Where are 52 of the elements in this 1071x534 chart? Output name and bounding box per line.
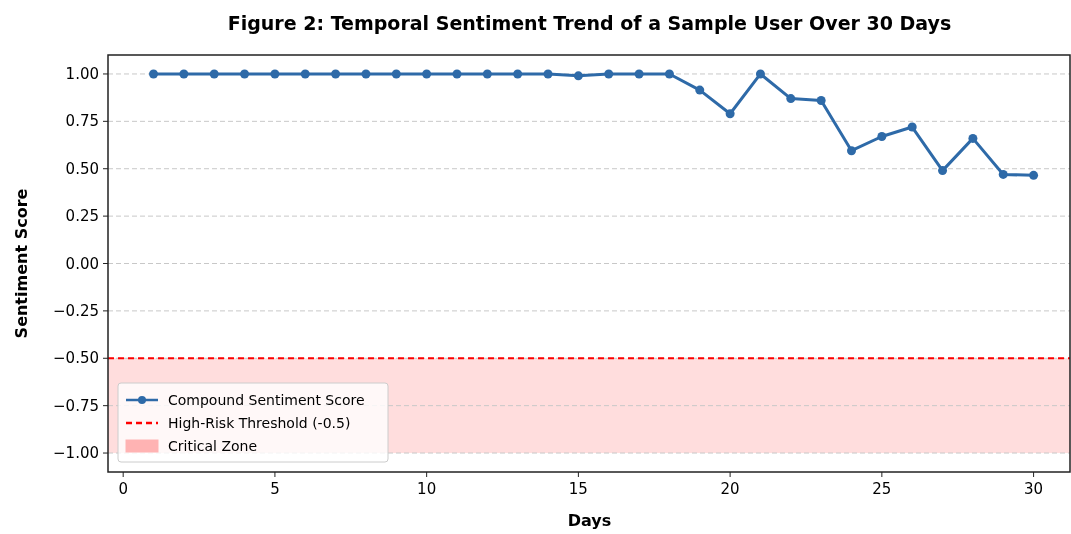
x-tick-label: 15 — [568, 480, 588, 498]
point — [209, 69, 219, 79]
point — [482, 69, 492, 79]
x-axis-title: Days — [567, 511, 612, 530]
point — [816, 95, 826, 105]
point — [240, 69, 250, 79]
y-tick-label: −0.50 — [53, 349, 99, 368]
chart-title: Figure 2: Temporal Sentiment Trend of a Sample User Over 30 Days — [227, 12, 952, 34]
point — [998, 169, 1008, 179]
y-tick-label: 0.00 — [65, 254, 99, 273]
point — [604, 69, 614, 79]
band-label: Critical Zone — [168, 438, 258, 454]
legend-label: Compound Sentiment Score — [168, 392, 365, 408]
legend-label: High-Risk Threshold (-0.5) — [168, 415, 351, 431]
x-tick-label: 0 — [118, 480, 128, 498]
x-tick-label: 5 — [270, 480, 280, 498]
y-tick-label: 0.25 — [65, 207, 99, 226]
point — [331, 69, 341, 79]
y-tick-label: 0.75 — [65, 112, 99, 131]
y-tick-label: −0.75 — [53, 396, 99, 415]
point — [755, 69, 765, 79]
point — [877, 132, 887, 142]
point — [968, 133, 978, 143]
point — [543, 69, 553, 79]
x-tick-label: 10 — [417, 480, 437, 498]
y-tick-label: 0.50 — [65, 159, 99, 178]
y-tick-label: −0.25 — [53, 301, 99, 320]
y-tick-label: 1.00 — [65, 64, 99, 83]
point — [452, 69, 462, 79]
point — [513, 69, 523, 79]
point — [361, 69, 371, 79]
point — [270, 69, 280, 79]
point — [179, 69, 189, 79]
x-tick-label: 30 — [1024, 480, 1044, 498]
point — [300, 69, 310, 79]
point — [422, 69, 432, 79]
point — [573, 71, 583, 81]
point — [149, 69, 159, 79]
point — [786, 94, 796, 104]
point — [695, 85, 705, 95]
point — [725, 109, 735, 119]
y-axis-title: Sentiment Score — [12, 188, 31, 339]
x-tick-label: 25 — [872, 480, 892, 498]
point — [907, 122, 917, 132]
x-tick-label: 20 — [720, 480, 740, 498]
point — [634, 69, 644, 79]
point — [847, 146, 856, 156]
point — [391, 69, 401, 79]
point — [664, 69, 674, 79]
point — [938, 166, 948, 176]
point — [1029, 170, 1039, 180]
y-tick-label: −1.00 — [53, 444, 99, 463]
